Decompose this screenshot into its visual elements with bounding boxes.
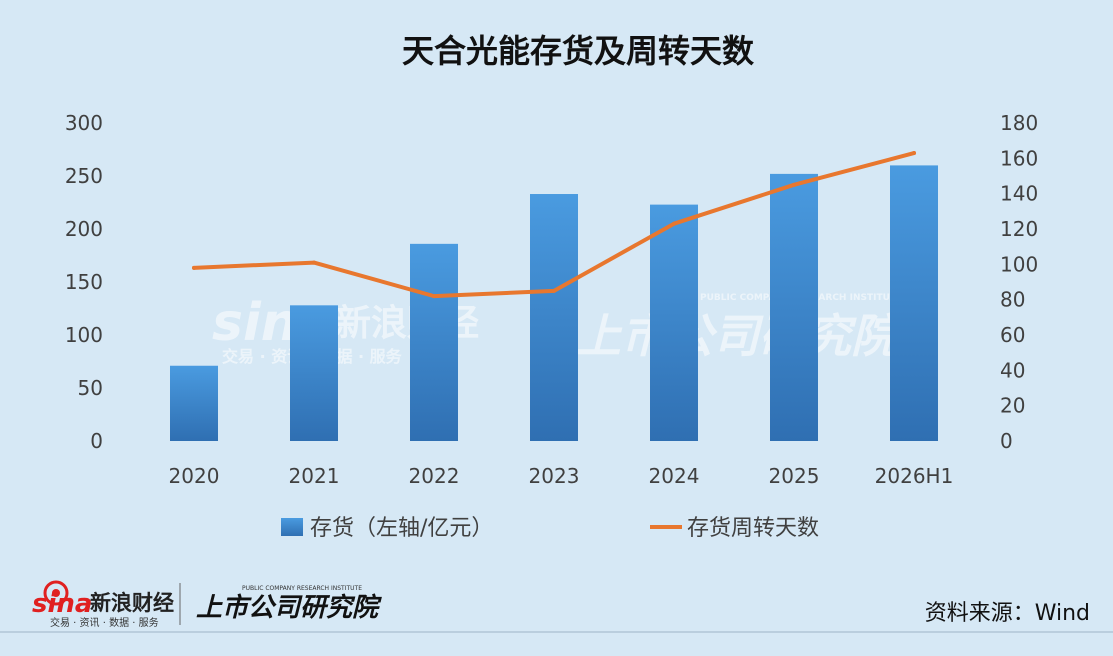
line-point [792, 182, 796, 187]
left-tick-label: 250 [65, 164, 103, 188]
footer-sina-name: 新浪财经 [90, 591, 174, 615]
bar-inventory [650, 204, 698, 441]
category-labels: 2020 2021 2022 2023 2024 2025 2026H1 [169, 464, 954, 488]
footer-institute-en: PUBLIC COMPANY RESEARCH INSTITUTE [242, 585, 362, 592]
source-note: 资料来源：Wind [925, 601, 1090, 626]
footer-sina-logo: sina [32, 589, 92, 619]
right-tick-label: 80 [1000, 288, 1025, 312]
left-tick-label: 300 [65, 111, 103, 135]
bar-inventory [890, 165, 938, 441]
bar-inventory [410, 243, 458, 441]
footer: sina 新浪财经 交易 · 资讯 · 数据 · 服务 PUBLIC COMPA… [0, 580, 1113, 633]
right-tick-label: 20 [1000, 394, 1025, 418]
bar-inventory [170, 365, 218, 441]
line-point [672, 221, 676, 226]
line-series [192, 151, 916, 299]
bar-inventory [530, 194, 578, 441]
watermark-institute-name: 上市公司研究院 [575, 309, 904, 363]
left-tick-label: 50 [78, 376, 103, 400]
category-label: 2023 [529, 464, 580, 488]
left-axis-ticks: 0 50 100 150 200 250 300 [65, 111, 103, 453]
bar-inventory [290, 305, 338, 441]
legend: 存货（左轴/亿元） 存货周转天数 [281, 516, 819, 541]
category-label: 2024 [649, 464, 700, 488]
footer-sina-tagline: 交易 · 资讯 · 数据 · 服务 [50, 616, 159, 629]
right-axis-ticks: 0 20 40 60 80 100 120 140 160 180 [1000, 111, 1038, 453]
line-point [192, 265, 196, 270]
left-tick-label: 150 [65, 270, 103, 294]
right-tick-label: 160 [1000, 146, 1038, 170]
right-tick-label: 60 [1000, 323, 1025, 347]
category-label: 2026H1 [875, 464, 954, 488]
line-point [552, 288, 556, 293]
right-tick-label: 120 [1000, 217, 1038, 241]
sina-eye-icon [43, 580, 69, 606]
chart-title: 天合光能存货及周转天数 [402, 32, 755, 70]
line-point [432, 294, 436, 299]
category-label: 2021 [289, 464, 340, 488]
legend-bar-swatch [281, 518, 303, 536]
footer-institute-name: 上市公司研究院 [196, 593, 382, 623]
legend-bar-label: 存货（左轴/亿元） [310, 516, 493, 541]
right-tick-label: 100 [1000, 252, 1038, 276]
category-label: 2025 [769, 464, 820, 488]
sina-eye-pupil-icon [52, 589, 60, 597]
right-tick-label: 40 [1000, 358, 1025, 382]
left-tick-label: 100 [65, 323, 103, 347]
line-point [912, 151, 916, 156]
bar-inventory [770, 173, 818, 441]
right-tick-label: 140 [1000, 182, 1038, 206]
line-point [312, 260, 316, 265]
bar-series [170, 165, 938, 441]
left-tick-label: 200 [65, 217, 103, 241]
right-tick-label: 180 [1000, 111, 1038, 135]
left-tick-label: 0 [90, 429, 103, 453]
category-label: 2022 [409, 464, 460, 488]
category-label: 2020 [169, 464, 220, 488]
right-tick-label: 0 [1000, 429, 1013, 453]
legend-line-label: 存货周转天数 [687, 516, 819, 541]
